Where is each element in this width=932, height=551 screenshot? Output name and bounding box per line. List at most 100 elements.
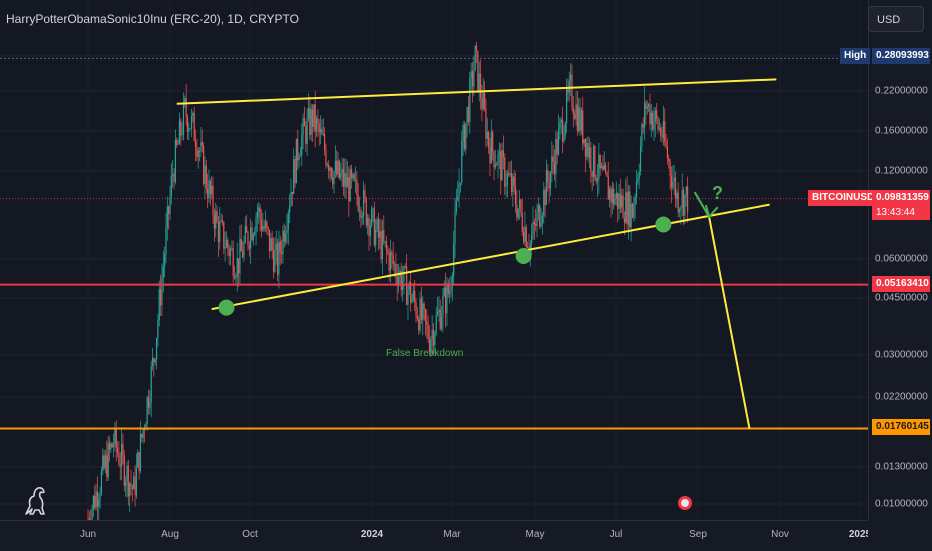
- candle-body: [438, 309, 440, 313]
- candle-body: [91, 509, 93, 520]
- time-scale[interactable]: Jun Aug Oct 2024 Mar May Jul Sep Nov 202…: [0, 520, 871, 551]
- candle-body: [103, 455, 105, 468]
- candle-body: [301, 134, 303, 155]
- candle-body: [543, 189, 545, 216]
- candle-body: [561, 119, 564, 142]
- candle-body: [88, 518, 90, 520]
- candle-body: [178, 120, 181, 144]
- candle-body: [336, 160, 338, 175]
- candle-body: [591, 171, 593, 177]
- candle-body: [254, 232, 256, 235]
- candle-body: [497, 153, 499, 166]
- candle-body: [518, 199, 521, 209]
- candle-body: [568, 80, 570, 93]
- candle-body: [529, 243, 531, 252]
- candle-body: [142, 429, 144, 438]
- symbol-title[interactable]: HarryPotterObamaSonic10Inu (ERC-20), 1D,…: [6, 12, 299, 26]
- candle-body: [286, 229, 288, 235]
- candle-body: [350, 169, 353, 178]
- candle-body: [376, 219, 378, 230]
- candle-body: [510, 173, 513, 193]
- candle-body: [455, 201, 457, 212]
- candle-body: [133, 476, 135, 490]
- support-touch-marker: [655, 216, 672, 233]
- candle-body: [672, 181, 674, 188]
- candle-body: [392, 254, 394, 265]
- candle-body: [488, 132, 490, 148]
- candle-body: [321, 128, 323, 135]
- candle-body: [118, 453, 120, 465]
- candle-body: [646, 106, 648, 109]
- candle-body: [208, 180, 210, 199]
- price-chart[interactable]: [0, 0, 868, 520]
- candle-body: [188, 128, 190, 132]
- candle-body: [147, 397, 150, 408]
- candle-body: [660, 127, 662, 136]
- candle-body: [194, 141, 197, 148]
- candle-body: [609, 188, 611, 200]
- candle-body: [143, 429, 146, 431]
- dinosaur-logo-icon[interactable]: [22, 484, 52, 518]
- candle-body: [545, 170, 548, 205]
- candle-body: [325, 149, 327, 165]
- candle-body: [517, 208, 519, 218]
- candle-body: [482, 93, 484, 110]
- currency-selector-button[interactable]: USD: [868, 6, 924, 32]
- price-scale[interactable]: 0.22000000 0.16000000 0.12000000 0.06000…: [868, 0, 932, 520]
- candle-body: [587, 143, 589, 158]
- candle-body: [653, 121, 655, 130]
- candle-body: [595, 177, 597, 182]
- candle-body: [446, 283, 448, 314]
- candle-body: [451, 276, 453, 288]
- candle-body: [92, 496, 94, 510]
- candle-body: [165, 227, 167, 255]
- candle-body: [477, 50, 479, 91]
- trendline-projection: [708, 216, 751, 429]
- candle-body: [453, 243, 455, 277]
- candle-body: [669, 160, 671, 176]
- candle-body: [588, 147, 591, 158]
- candle-body: [474, 45, 476, 71]
- candle-body: [170, 175, 172, 197]
- candle-body: [319, 128, 322, 133]
- candle-body: [295, 138, 297, 184]
- candle-body: [407, 290, 409, 305]
- us-flag-event-icon[interactable]: [676, 494, 694, 512]
- candle-body: [434, 333, 436, 346]
- candle-body: [391, 251, 393, 255]
- candle-body: [317, 118, 319, 124]
- candle-body: [551, 156, 553, 173]
- countdown-badge: 13:43:44: [872, 206, 930, 220]
- candle-body: [379, 231, 381, 238]
- candle-body: [237, 258, 240, 274]
- candle-body: [393, 263, 396, 265]
- candle-body: [272, 250, 275, 272]
- candle-body: [633, 204, 635, 218]
- candle-body: [162, 266, 164, 278]
- candle-body: [260, 218, 263, 231]
- candle-body: [490, 132, 492, 164]
- candle-body: [471, 71, 474, 87]
- candle-body: [677, 192, 679, 213]
- candle-body: [596, 178, 599, 182]
- candle-body: [333, 171, 335, 184]
- candle-body: [337, 160, 339, 175]
- candle-body: [326, 164, 328, 166]
- candle-body: [479, 73, 482, 98]
- candle-body: [649, 104, 651, 125]
- candle-body: [236, 258, 238, 278]
- candle-body: [599, 154, 601, 169]
- candle-body: [161, 277, 163, 306]
- candle-body: [149, 402, 151, 408]
- candle-body: [506, 173, 509, 185]
- candle-body: [201, 142, 203, 146]
- candle-body: [674, 177, 677, 200]
- candle-body: [377, 219, 379, 238]
- candle-body: [278, 241, 280, 275]
- price-tick: 0.01300000: [875, 461, 928, 473]
- candle-body: [299, 154, 302, 157]
- candle-body: [375, 229, 377, 246]
- candle-body: [110, 443, 112, 450]
- candle-body: [535, 223, 537, 226]
- candle-body: [274, 249, 276, 272]
